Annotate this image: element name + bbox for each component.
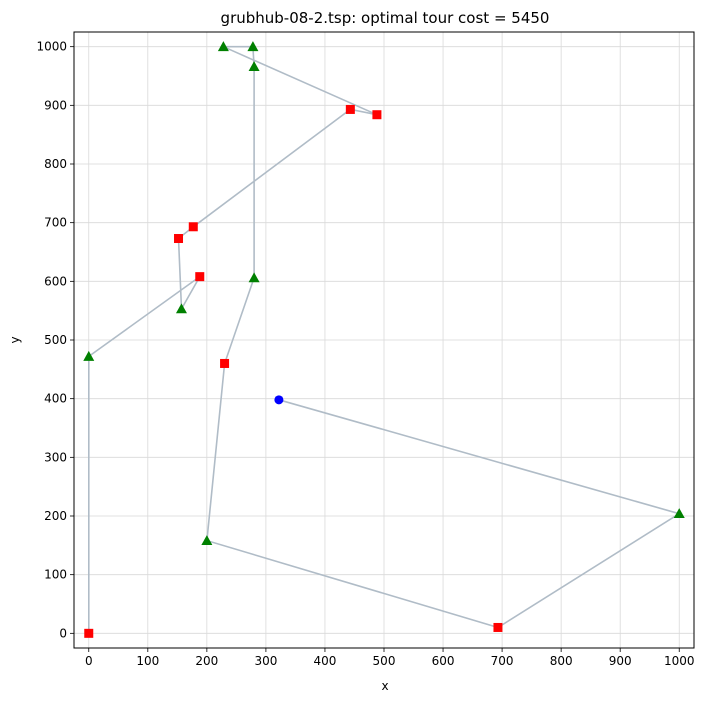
y-tick-label: 800 [44, 157, 67, 171]
y-tick-label: 400 [44, 392, 67, 406]
y-tick-label: 700 [44, 216, 67, 230]
x-tick-label: 200 [195, 654, 218, 668]
triangle-point [175, 303, 187, 314]
square-point [84, 628, 94, 638]
triangle-point [673, 508, 685, 519]
y-tick-label: 300 [44, 450, 67, 464]
depot-point [274, 395, 284, 405]
y-axis-label: y [8, 336, 22, 343]
y-tick-label: 500 [44, 333, 67, 347]
x-tick-label: 500 [373, 654, 396, 668]
triangle-point [248, 272, 260, 283]
y-tick-label: 1000 [36, 40, 67, 54]
x-tick-label: 800 [550, 654, 573, 668]
triangle-point [247, 41, 259, 52]
grid [74, 32, 694, 648]
triangle-point [248, 61, 260, 72]
x-tick-label: 300 [254, 654, 277, 668]
square-point [372, 110, 382, 120]
tour-points [83, 41, 685, 638]
x-axis-label: x [381, 679, 388, 693]
square-point [195, 272, 205, 282]
square-point [345, 104, 355, 114]
y-tick-label: 900 [44, 98, 67, 112]
triangle-point [201, 535, 213, 546]
square-point [188, 222, 198, 232]
x-tick-label: 400 [313, 654, 336, 668]
x-tick-label: 900 [609, 654, 632, 668]
chart-title: grubhub-08-2.tsp: optimal tour cost = 54… [221, 9, 550, 27]
x-tick-label: 1000 [664, 654, 695, 668]
x-tick-label: 600 [432, 654, 455, 668]
triangle-point [83, 350, 95, 361]
square-point [493, 622, 503, 632]
y-axis-ticks: 0 100 200 300 400 500 600 700 800 900 1000 [36, 40, 74, 640]
y-tick-label: 600 [44, 274, 67, 288]
y-tick-label: 200 [44, 509, 67, 523]
y-tick-label: 0 [59, 626, 67, 640]
square-point [220, 358, 230, 368]
square-point [174, 234, 184, 244]
x-axis-ticks: 0 100 200 300 400 500 600 700 800 900 1000 [85, 648, 695, 668]
triangle-point [217, 41, 229, 52]
x-tick-label: 0 [85, 654, 93, 668]
x-tick-label: 700 [491, 654, 514, 668]
y-tick-label: 100 [44, 568, 67, 582]
x-tick-label: 100 [136, 654, 159, 668]
